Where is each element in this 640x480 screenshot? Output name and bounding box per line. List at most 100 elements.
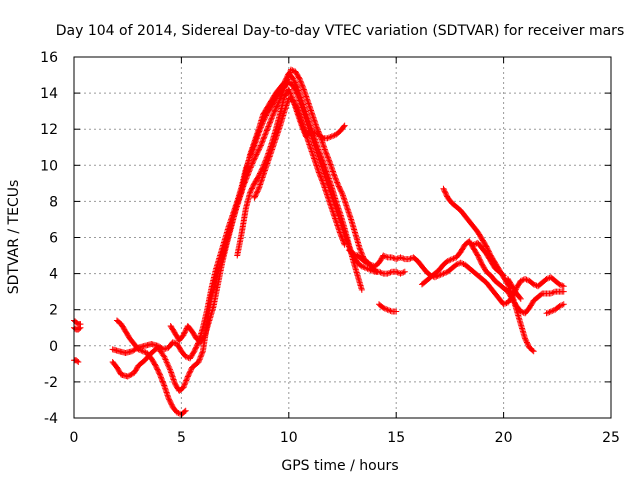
- data-point-marker: [560, 301, 567, 308]
- series-s9: [251, 95, 348, 248]
- data-point-marker: [250, 182, 257, 189]
- data-point-marker: [323, 150, 330, 157]
- data-point-marker: [350, 250, 357, 257]
- data-point-marker: [138, 347, 145, 354]
- data-point-marker: [313, 124, 320, 131]
- data-point-marker: [543, 310, 550, 317]
- data-point-marker: [243, 174, 250, 181]
- data-point-marker: [290, 82, 297, 89]
- data-point-marker: [293, 90, 300, 97]
- data-point-marker: [311, 129, 318, 136]
- data-point-marker: [154, 366, 161, 373]
- data-point-marker: [241, 180, 248, 187]
- data-point-marker: [251, 155, 258, 162]
- data-point-marker: [248, 149, 255, 156]
- data-point-marker: [160, 381, 167, 388]
- data-point-marker: [393, 308, 400, 315]
- data-point-marker: [295, 74, 302, 81]
- data-point-marker: [182, 378, 189, 385]
- data-point-marker: [363, 265, 370, 272]
- data-point-marker: [247, 189, 254, 196]
- data-point-marker: [194, 341, 201, 348]
- data-point-marker: [256, 146, 263, 153]
- data-point-marker: [300, 85, 307, 92]
- x-tick-label: 20: [495, 430, 513, 446]
- data-point-marker: [253, 189, 260, 196]
- data-point-marker: [240, 182, 247, 189]
- data-point-marker: [247, 164, 254, 171]
- data-point-marker: [185, 372, 192, 379]
- data-point-marker: [159, 377, 166, 384]
- data-point-marker: [182, 380, 189, 387]
- data-point-marker: [265, 123, 272, 130]
- data-point-marker: [525, 342, 532, 349]
- data-point-marker: [198, 350, 205, 357]
- data-point-marker: [332, 175, 339, 182]
- data-point-marker: [547, 308, 554, 315]
- data-point-marker: [325, 154, 332, 161]
- data-point-marker: [181, 330, 188, 337]
- data-point-marker: [166, 396, 173, 403]
- data-point-marker: [327, 134, 334, 141]
- data-point-marker: [197, 353, 204, 360]
- data-point-marker: [164, 360, 171, 367]
- data-point-marker: [272, 106, 279, 113]
- data-point-marker: [156, 370, 163, 377]
- data-point-marker: [182, 353, 189, 360]
- data-point-marker: [193, 344, 200, 351]
- data-point-marker: [381, 305, 388, 312]
- data-point-marker: [174, 409, 181, 416]
- data-point-marker: [139, 348, 146, 355]
- data-point-marker: [165, 395, 172, 402]
- data-point-marker: [155, 367, 162, 374]
- data-point-marker: [559, 282, 566, 289]
- data-point-marker: [337, 187, 344, 194]
- data-point-marker: [538, 291, 545, 298]
- data-point-marker: [297, 77, 304, 84]
- data-point-marker: [154, 342, 161, 349]
- data-point-marker: [341, 122, 348, 129]
- data-point-marker: [165, 362, 172, 369]
- data-point-marker: [340, 239, 347, 246]
- data-point-marker: [282, 83, 289, 90]
- data-point-marker: [153, 363, 160, 370]
- data-point-marker: [516, 294, 523, 301]
- data-point-marker: [259, 138, 266, 145]
- y-tick-label: 2: [49, 303, 58, 319]
- data-point-marker: [333, 176, 340, 183]
- data-point-marker: [381, 253, 388, 260]
- grid-layer: [74, 57, 611, 418]
- data-point-marker: [338, 233, 345, 240]
- data-point-marker: [167, 400, 174, 407]
- data-point-marker: [266, 120, 273, 127]
- data-point-marker: [256, 128, 263, 135]
- data-point-marker: [254, 188, 261, 195]
- data-point-marker: [290, 84, 297, 91]
- data-point-marker: [441, 269, 448, 276]
- data-point-marker: [267, 118, 274, 125]
- data-point-marker: [340, 237, 347, 244]
- data-point-marker: [442, 190, 449, 197]
- data-point-marker: [183, 326, 190, 333]
- data-layer: [71, 66, 567, 418]
- data-point-marker: [255, 129, 262, 136]
- data-point-marker: [258, 123, 265, 130]
- data-point-marker: [254, 150, 261, 157]
- data-point-marker: [281, 84, 288, 91]
- data-point-marker: [401, 268, 408, 275]
- data-point-marker: [270, 109, 277, 116]
- data-point-marker: [334, 179, 341, 186]
- data-point-marker: [393, 256, 400, 263]
- data-point-marker: [357, 248, 364, 255]
- data-point-marker: [484, 244, 491, 251]
- data-point-marker: [319, 178, 326, 185]
- data-point-marker: [341, 240, 348, 247]
- data-point-marker: [517, 295, 524, 302]
- data-point-marker: [454, 260, 461, 267]
- data-point-marker: [248, 150, 255, 157]
- data-point-marker: [449, 256, 456, 263]
- data-point-marker: [273, 103, 280, 110]
- data-point-marker: [260, 117, 267, 124]
- data-point-marker: [241, 179, 248, 186]
